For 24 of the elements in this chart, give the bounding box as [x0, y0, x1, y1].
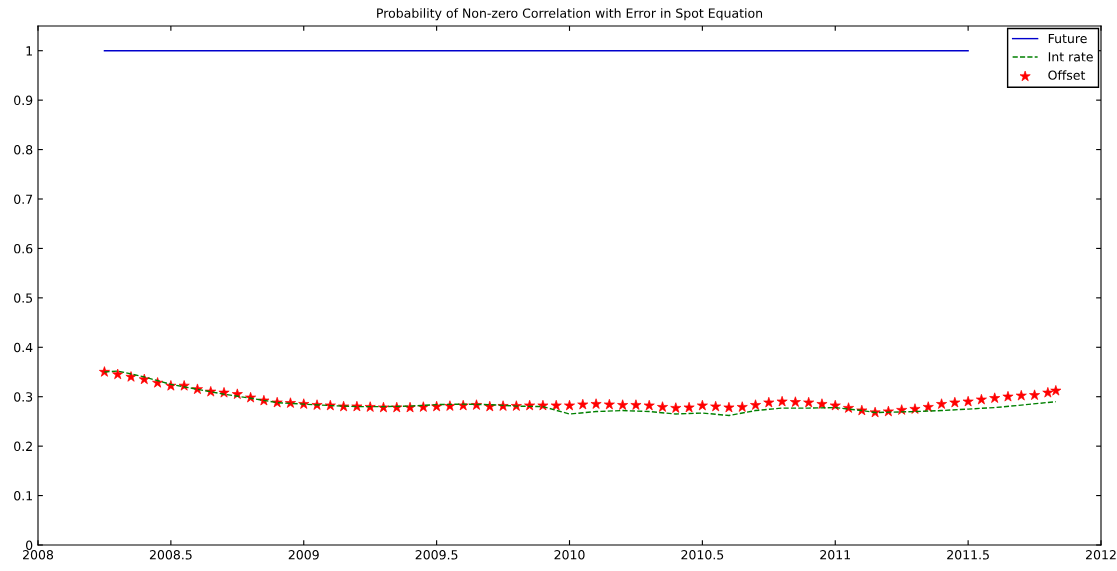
- y-tick-label: 0: [26, 540, 33, 550]
- x-tick-label: 2012: [1086, 550, 1116, 560]
- y-tick-label: 0.5: [14, 293, 33, 303]
- y-tick-label: 0.8: [14, 145, 33, 155]
- x-tick-label: 2011.5: [947, 550, 989, 560]
- x-tick-label: 2010.5: [681, 550, 724, 560]
- x-tick-label: 2009: [288, 550, 319, 560]
- x-tick-label: 2009.5: [415, 550, 458, 560]
- y-tick-label: 0.7: [14, 194, 33, 204]
- y-tick-label: 0.4: [14, 342, 33, 353]
- y-tick-label: 1: [26, 46, 32, 56]
- y-tick-label: 0.1: [14, 491, 32, 501]
- legend-label: Offset: [1048, 70, 1086, 80]
- x-tick-label: 2008.5: [149, 550, 192, 560]
- y-tick-label: 0.6: [14, 243, 33, 254]
- y-tick-label: 0.9: [14, 95, 33, 106]
- x-tick-label: 2010: [554, 550, 585, 560]
- x-tick-label: 2011: [820, 550, 850, 560]
- y-tick-label: 0.3: [14, 392, 33, 402]
- chart-title: Probability of Non-zero Correlation with Error in Spot Equation: [377, 8, 763, 21]
- legend-label: Int rate: [1048, 52, 1093, 62]
- y-tick-label: 0.2: [14, 441, 32, 452]
- x-tick-label: 2008: [23, 550, 54, 560]
- legend-label: Future: [1048, 33, 1087, 44]
